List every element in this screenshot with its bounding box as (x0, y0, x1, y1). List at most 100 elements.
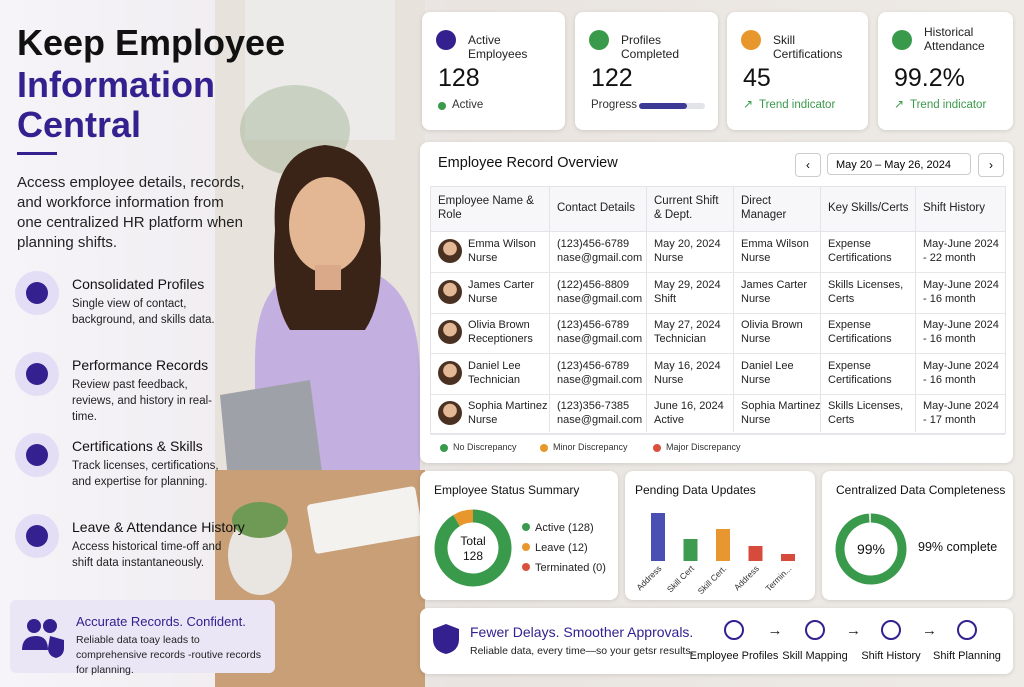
icon-fg (26, 363, 48, 385)
icon-fg (26, 282, 48, 304)
banner-icon (22, 619, 64, 658)
trend-arrow: ↗ (743, 97, 754, 111)
cell-text: May 20, 2024 (654, 238, 721, 250)
cell-text: - 22 month (923, 252, 976, 264)
avatar (438, 360, 462, 385)
stat-value: 99.2% (894, 64, 965, 92)
chart-title: Employee Status Summary (434, 483, 580, 497)
cell-text: Certifications (828, 333, 892, 345)
column-header: Employee Name & Role (438, 195, 534, 221)
divider (17, 152, 57, 155)
caption: 99% complete (918, 540, 997, 554)
cell-text: Daniel Lee (741, 359, 794, 372)
legend-dot (653, 444, 661, 452)
step-arrow: → (767, 622, 783, 639)
bar (651, 513, 665, 561)
table-title: Employee Record Overview (438, 155, 618, 171)
stat-note: Progress (591, 99, 638, 111)
cell-text: May-June 2024 (923, 400, 999, 412)
feature-icon (15, 514, 59, 558)
legend-label: Leave (12) (535, 542, 588, 554)
icon (433, 624, 459, 654)
cell-text: Nurse (654, 252, 684, 264)
legend-value: (128) (568, 522, 594, 534)
cell-text: Nurse (654, 373, 684, 386)
prev-button[interactable]: ‹ (795, 153, 821, 177)
date-range[interactable]: May 20 – May 26, 2024 (827, 153, 971, 175)
cell-text: May 27, 2024 (654, 319, 721, 331)
step-icon (724, 620, 744, 640)
stat-note: Trend indicator (910, 99, 987, 111)
chart-title: Centralized Data Completeness (836, 483, 1006, 497)
progress-fill (639, 103, 687, 109)
cell-text: nase@gmail.com (557, 292, 643, 305)
feature-description: Track licenses, certifications, and expe… (72, 460, 219, 488)
cell-text: Certifications (828, 373, 892, 386)
cell-text: Shift (654, 292, 677, 305)
cell-text: Certifications (828, 252, 892, 264)
cell-text: - 17 month (923, 414, 976, 426)
legend-dot (440, 444, 448, 452)
cell-text: Technician (468, 373, 520, 386)
feature-title: Performance Records (72, 357, 209, 373)
cell-text: (123)456-6789 (557, 238, 630, 250)
cell-text: Nurse (741, 292, 771, 305)
cell-text: - 16 month (923, 333, 976, 345)
shield-icon (433, 624, 459, 654)
x-tick-label: Skill Cert. (696, 563, 729, 596)
x-tick-label: Termin... (763, 563, 793, 593)
step-label: Skill Mapping (782, 650, 848, 662)
donut-label: 99% (857, 541, 885, 557)
donut-value (835, 513, 907, 585)
cell-text: Nurse (741, 373, 771, 386)
step-icon (881, 620, 901, 640)
column-header: Shift History (923, 202, 985, 214)
cell-text: Emma Wilson (741, 238, 809, 250)
row-border (430, 312, 1005, 314)
cell-text: May-June 2024 (923, 359, 999, 372)
photo (215, 0, 425, 687)
table-header-bg (430, 186, 1006, 232)
feature-icon (15, 271, 59, 315)
cell-text: Expense (828, 319, 871, 331)
legend-dot (522, 543, 530, 551)
banner-title: Accurate Records. Confident. (76, 614, 246, 629)
intro: Access employee details, records, and wo… (17, 174, 245, 251)
step-label: Employee Profiles (689, 650, 779, 662)
cell-text: James Carter (741, 278, 808, 291)
title: Information (17, 64, 215, 105)
stat-label: Historical Attendance (924, 25, 985, 53)
stat-note: Active (452, 99, 484, 111)
stat-icon (741, 30, 761, 50)
cell-text: Skills Licenses, (828, 278, 904, 291)
cell-text: May-June 2024 (923, 238, 999, 250)
row-border (430, 272, 1005, 273)
cell-text: Olivia Brown (468, 319, 530, 331)
legend-label: Major Discrepancy (666, 442, 741, 452)
donut-segment (453, 509, 474, 527)
row-border (430, 353, 1005, 354)
feature-description: Single view of contact, background, and … (72, 298, 215, 326)
cell-text: Nurse (468, 252, 498, 264)
column-divider (820, 186, 821, 432)
donut-segment (434, 509, 512, 587)
column-divider (646, 186, 647, 432)
cell-text: Emma Wilson (468, 238, 536, 250)
column-header: Current Shift & Dept. (654, 195, 719, 221)
column-header: Key Skills/Certs (828, 202, 909, 214)
legend-value: (12) (568, 542, 588, 554)
column-divider (549, 186, 550, 432)
status-chart: Active (128)Leave (12)Terminated (0)Tota… (434, 509, 606, 587)
stat-note: Trend indicator (759, 99, 836, 111)
legend-label: No Discrepancy (453, 442, 517, 452)
title: Central (17, 104, 142, 145)
trend-arrow: ↗ (894, 97, 905, 111)
next-button[interactable]: › (978, 153, 1004, 177)
icon (892, 30, 912, 50)
feature-description: Access historical time-off and shift dat… (72, 541, 222, 569)
bar (748, 546, 763, 561)
cell-text: (122)456-8809 (557, 278, 630, 291)
status-dot (438, 102, 446, 110)
cell-text: nase@gmail.com (557, 414, 643, 426)
